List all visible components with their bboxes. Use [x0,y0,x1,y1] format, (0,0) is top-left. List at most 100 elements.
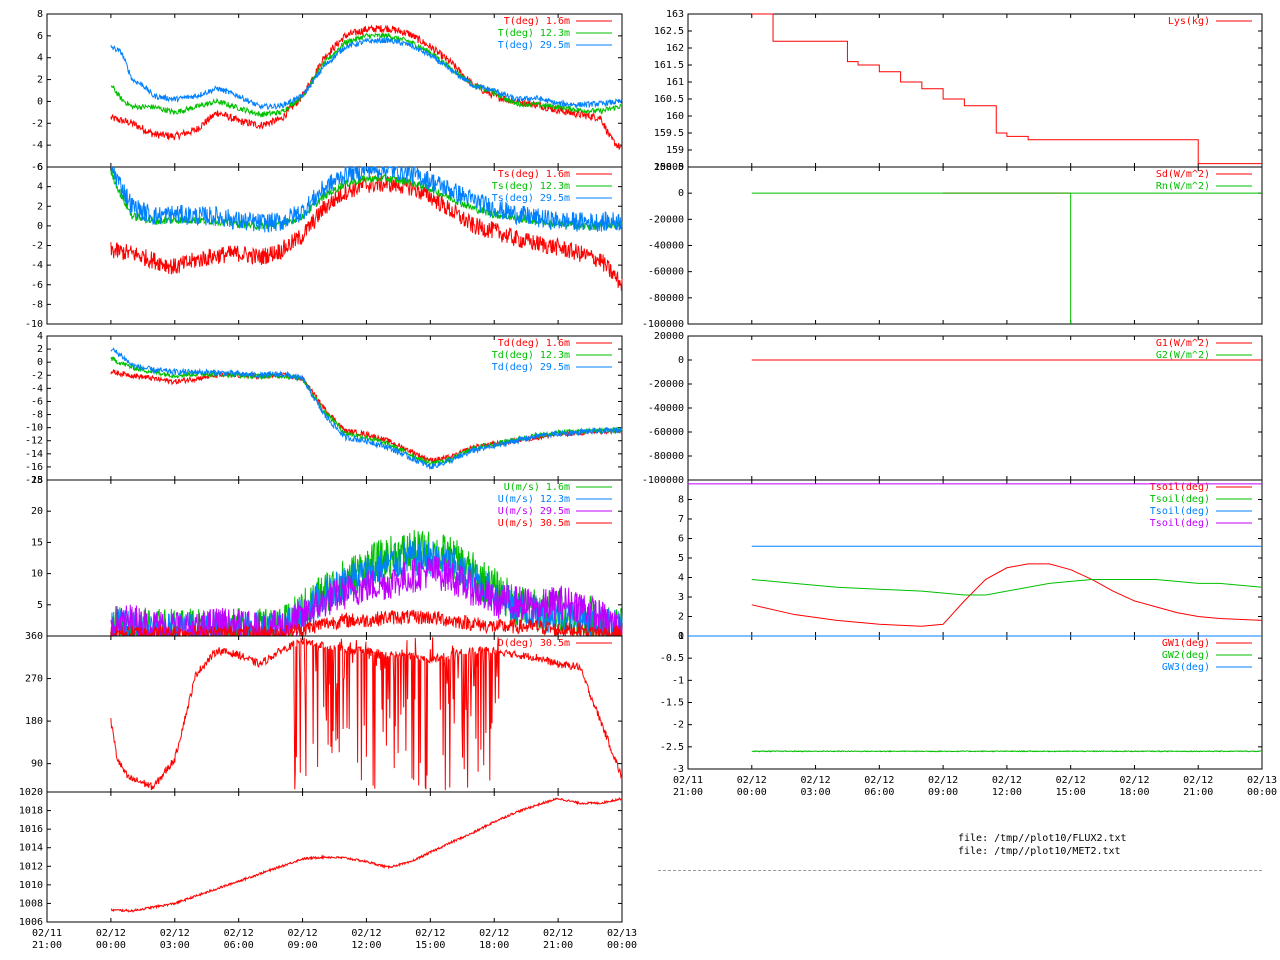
y-tick-label: -1 [672,675,684,686]
y-tick-label: 3 [678,592,684,603]
chart-pressure: 1020101810161014101210101008100602/1121:… [19,787,637,951]
legend-label: Lys(kg) [1168,16,1210,27]
y-tick-label: 15 [31,537,43,548]
y-tick-label: 10 [31,569,43,580]
x-tick-label: 02/12 [96,928,126,939]
legend-label: U(m/s) 12.3m [498,494,570,505]
y-tick-label: -4 [31,383,43,394]
x-tick-label: 18:00 [479,940,509,951]
legend-label: Tsoil(deg) [1150,506,1210,517]
legend-label: Ts(deg) 1.6m [498,169,570,180]
legend-label: D(deg) 30.5m [498,638,570,649]
y-tick-label: 1006 [19,917,43,928]
y-tick-label: 90 [31,759,43,770]
y-tick-label: 4 [37,331,43,342]
y-tick-label: -60000 [648,267,684,278]
y-tick-label: 6 [37,31,43,42]
chart-temp: 8 6 4 2 0 -2 -4 -6 T(deg) 1.6mT(deg) 12.3mT(deg)… [31,9,623,173]
y-tick-label: -2 [31,370,43,381]
x-tick-label: 00:00 [607,940,637,951]
plot-frame [687,635,1263,770]
legend-label: T(deg) 1.6m [504,16,570,27]
y-tick-label: -2.5 [660,742,684,753]
y-tick-label: 0 [678,631,684,642]
legend-label: Ts(deg) 29.5m [492,193,570,204]
legend-label: Ts(deg) 12.3m [492,181,570,192]
x-tick-label: 03:00 [160,940,190,951]
series-line [110,165,623,233]
x-tick-label: 02/12 [1056,775,1086,786]
x-tick-label: 03:00 [801,787,831,798]
chart-soilflux: 20000 0 -20000 -40000 -60000 -80000 -100000 G1(… [642,331,1263,486]
y-tick-label: 20000 [654,331,684,342]
y-tick-label: 1020 [19,787,43,798]
x-tick-label: 06:00 [224,940,254,951]
y-tick-label: 0 [37,221,43,232]
y-tick-label: -6 [31,162,43,173]
legend-label: Td(deg) 29.5m [492,362,570,373]
series-line [110,355,623,466]
y-tick-label: 2 [37,344,43,355]
series-line [110,609,623,638]
y-tick-label: -60000 [648,427,684,438]
chart-wind: 25 20 15 10 5 U(m/s) 1.6mU(m/s) 12.3mU(m/s) 2… [31,475,623,638]
series-line [110,637,623,791]
chart-radiation: 20000 0 -20000 -40000 -60000 -80000 -100000 Sd(… [642,162,1263,330]
x-tick-label: 02/12 [992,775,1022,786]
series-line [110,796,623,913]
x-tick-label: 02/12 [224,928,254,939]
y-tick-label: 1 [678,631,684,642]
y-tick-label: 20 [31,506,43,517]
y-tick-label: -6 [31,280,43,291]
series-line [751,563,1263,627]
legend-label: G1(W/m^2) [1156,338,1210,349]
legend-label: G2(W/m^2) [1156,350,1210,361]
x-tick-label: 09:00 [288,940,318,951]
x-tick-label: 00:00 [1247,787,1277,798]
y-tick-label: 158.5 [654,162,684,173]
y-tick-label: -8 [31,410,43,421]
file-label-flux: file: /tmp//plot10/FLUX2.txt [958,833,1127,844]
legend-label: U(m/s) 30.5m [498,518,570,529]
legend-label: Td(deg) 1.6m [498,338,570,349]
legend-label: GW3(deg) [1162,662,1210,673]
legend-label: Tsoil(deg) [1150,482,1210,493]
y-tick-label: 161.5 [654,60,684,71]
chart-tsoil: 87654321Tsoil(deg)Tsoil(deg)Tsoil(deg)Ts… [678,479,1263,642]
y-tick-label: 159 [666,145,684,156]
y-tick-label: 270 [25,674,43,685]
y-tick-label: -20000 [648,214,684,225]
x-tick-label: 02/11 [673,775,703,786]
y-tick-label: -40000 [648,403,684,414]
x-tick-label: 02/12 [160,928,190,939]
x-tick-label: 00:00 [737,787,767,798]
legend-label: Td(deg) 12.3m [492,350,570,361]
y-tick-label: -100000 [642,319,684,330]
y-tick-label: 159.5 [654,128,684,139]
y-tick-label: 4 [37,53,43,64]
legend-label: T(deg) 12.3m [498,28,570,39]
file-label-met: file: /tmp//plot10/MET2.txt [958,846,1121,857]
chart-lysimeter: 163 162.5 162 161.5 161 160.5 160 159.5 159 158.5… [654,9,1263,173]
y-tick-label: -12 [25,436,43,447]
y-tick-label: 0 [37,357,43,368]
y-tick-label: -3 [672,764,684,775]
x-tick-label: 02/12 [351,928,381,939]
y-tick-label: 4 [37,182,43,193]
y-tick-label: -10 [25,423,43,434]
x-tick-label: 15:00 [1056,787,1086,798]
series-line [751,578,1263,596]
y-tick-label: -0.5 [660,653,684,664]
y-tick-label: 1010 [19,880,43,891]
y-tick-label: 163 [666,9,684,20]
y-tick-label: 1014 [19,843,43,854]
y-tick-label: -16 [25,462,43,473]
series-line [751,749,1262,753]
x-tick-label: 02/12 [801,775,831,786]
y-tick-label: 8 [37,9,43,20]
plot-frame [46,13,623,168]
plot-frame [46,791,623,923]
chart-gw: 0-0.5-1-1.5-2-2.5-302/1121:0002/1200:000… [660,631,1277,798]
legend-label: GW2(deg) [1162,650,1210,661]
x-tick-label: 21:00 [1183,787,1213,798]
